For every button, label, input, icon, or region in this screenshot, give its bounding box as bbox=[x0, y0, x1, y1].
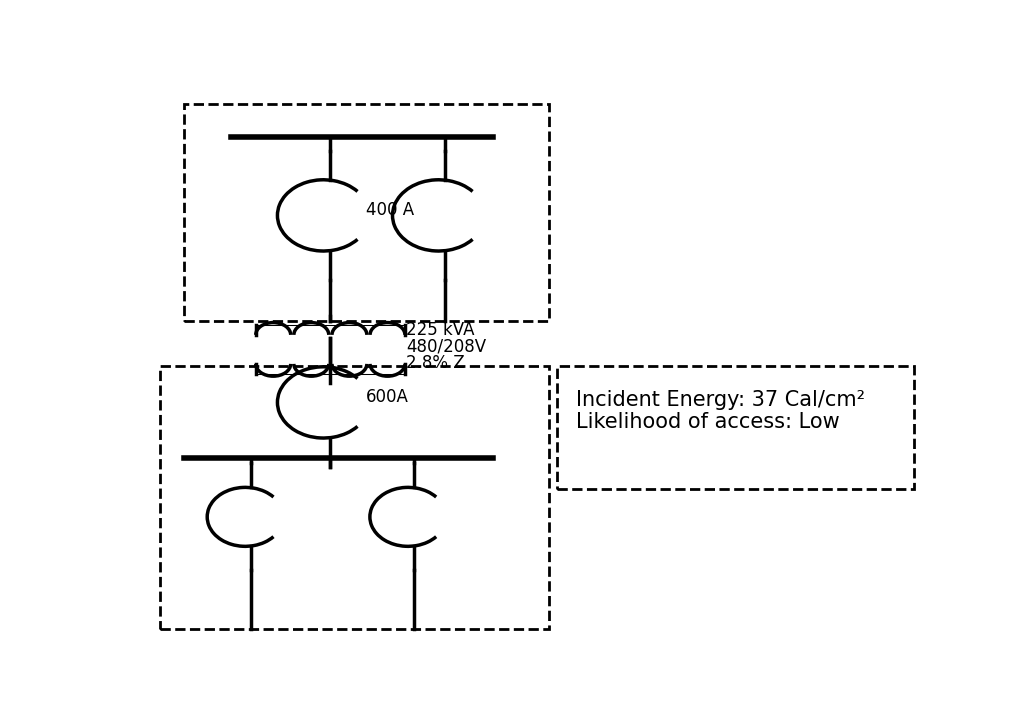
Text: 600A: 600A bbox=[367, 388, 409, 406]
Text: 2.8% Z: 2.8% Z bbox=[406, 355, 465, 373]
Text: 480/208V: 480/208V bbox=[406, 338, 485, 355]
Text: Incident Energy: 37 Cal/cm²: Incident Energy: 37 Cal/cm² bbox=[577, 389, 865, 410]
Text: Likelihood of access: Low: Likelihood of access: Low bbox=[577, 412, 840, 432]
Text: 225 kVA: 225 kVA bbox=[406, 321, 474, 339]
Text: 400 A: 400 A bbox=[367, 201, 414, 219]
